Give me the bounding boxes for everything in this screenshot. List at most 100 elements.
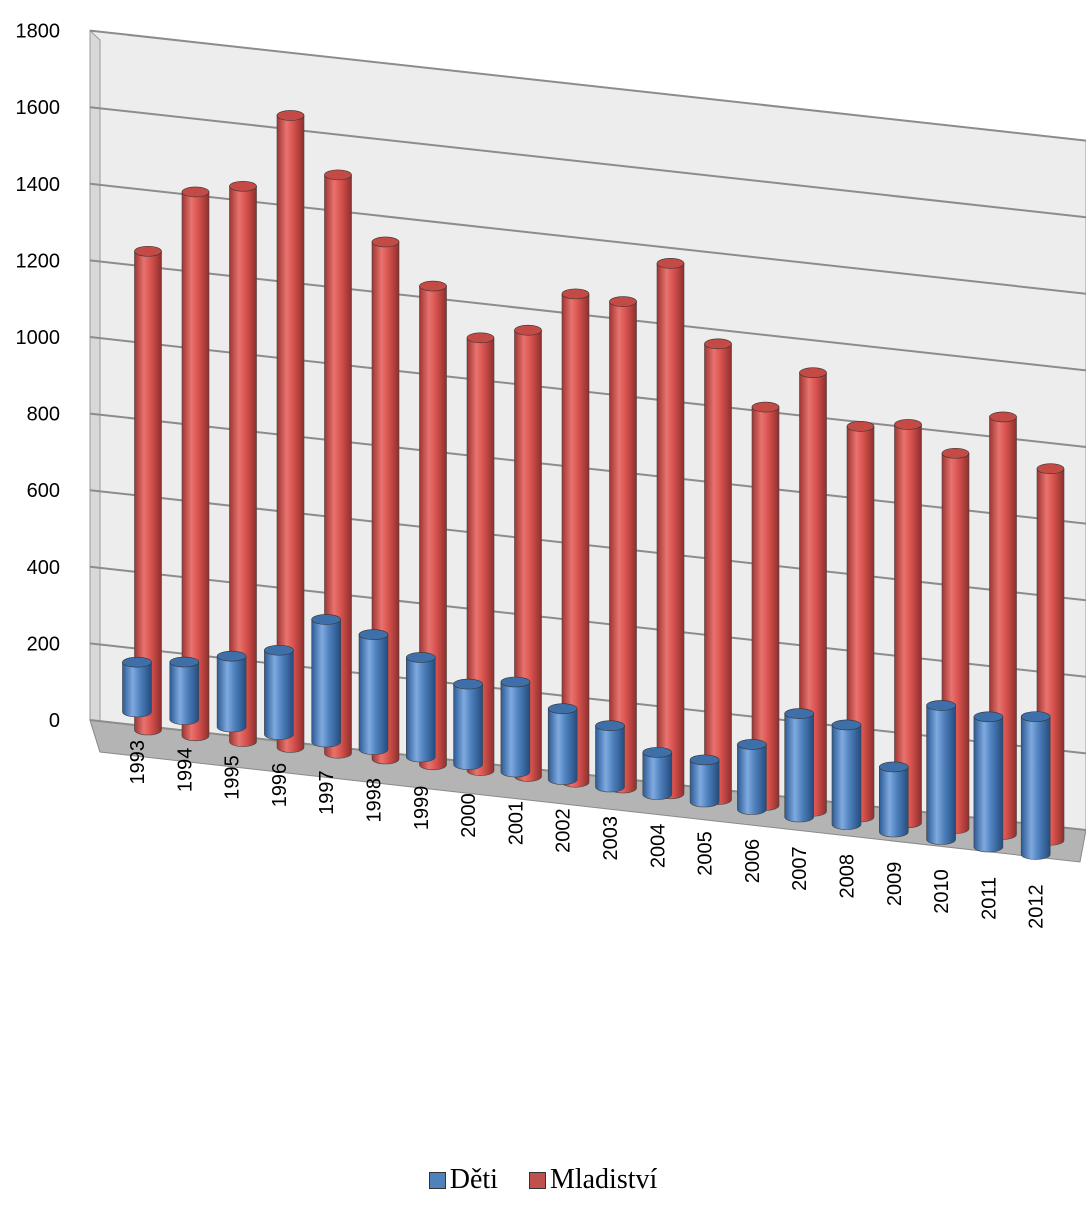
y-tick-label: 1200	[16, 250, 61, 272]
x-tick-label: 1995	[222, 755, 244, 800]
bar-deti-2005-body	[689, 759, 720, 808]
bar-deti-1996-top	[264, 644, 294, 656]
bar-deti-2012-top	[1020, 711, 1051, 722]
bar-deti-1999-top	[405, 652, 436, 663]
bar-mladistvi-1997	[324, 169, 352, 759]
x-tick-label: 2003	[600, 816, 622, 861]
x-tick-label: 1998	[364, 778, 386, 823]
x-tick-label: 1996	[269, 763, 291, 808]
gridline	[89, 29, 1086, 142]
legend-swatch-deti	[428, 1171, 446, 1189]
x-tick-label: 1993	[127, 740, 149, 785]
x-tick-label: 2008	[837, 854, 859, 899]
bar-deti-1999	[405, 652, 436, 763]
bar-mladistvi-1999-top	[419, 280, 447, 292]
bar-mladistvi-2000-body	[466, 337, 495, 776]
bar-deti-2011-body	[973, 716, 1004, 853]
y-tick-label: 1600	[16, 97, 61, 119]
bar-mladistvi-2006-top	[751, 401, 780, 413]
legend: Děti Mladiství	[0, 1164, 1086, 1197]
x-tick-label: 2010	[931, 869, 953, 914]
bar-deti-1994-top	[169, 656, 200, 668]
bar-deti-2011-top	[973, 711, 1004, 723]
bar-deti-1999-body	[406, 657, 436, 763]
bar-deti-2009-body	[879, 766, 909, 838]
bar-deti-1997-body	[311, 619, 341, 748]
y-tick-label: 800	[27, 404, 60, 426]
bar-deti-2002	[547, 703, 578, 785]
bar-deti-2011	[973, 711, 1004, 853]
bar-mladistvi-2003	[609, 296, 637, 794]
bar-mladistvi-2008-top	[846, 421, 875, 432]
bar-deti-2010	[926, 700, 956, 845]
bar-deti-2004-top	[642, 747, 673, 758]
y-tick-label: 200	[27, 633, 60, 655]
bar-deti-1995	[216, 650, 247, 733]
legend-label-deti: Děti	[449, 1164, 498, 1195]
x-tick-label: 2000	[458, 793, 480, 838]
bar-deti-1994-body	[169, 661, 200, 725]
bar-mladistvi-1999	[419, 280, 447, 771]
bar-mladistvi-2001	[514, 324, 542, 782]
bar-mladistvi-2000	[466, 332, 495, 776]
bar-mladistvi-2009-top	[894, 419, 922, 430]
bar-deti-2001-top	[500, 676, 531, 688]
bar-deti-2004	[642, 747, 673, 800]
bar-mladistvi-2006	[751, 401, 780, 811]
bar-mladistvi-1999-body	[419, 285, 447, 771]
bar-deti-2006-top	[737, 739, 767, 750]
bar-deti-1993	[122, 656, 152, 718]
bar-deti-2006	[737, 739, 767, 815]
bar-deti-2002-body	[547, 708, 578, 785]
x-tick-label: 2004	[647, 824, 669, 869]
bar-deti-2012-body	[1020, 716, 1051, 860]
bar-mladistvi-1996-body	[276, 115, 305, 753]
bar-mladistvi-1994-body	[181, 191, 210, 742]
y-tick-label: 400	[27, 557, 60, 579]
bar-mladistvi-1997-top	[324, 169, 352, 181]
bar-mladistvi-2000-top	[466, 332, 495, 344]
bar-deti-1993-body	[122, 661, 152, 718]
bar-mladistvi-2010-top	[941, 447, 970, 459]
x-tick-label: 2005	[695, 831, 717, 876]
bar-mladistvi-2005	[704, 338, 732, 805]
legend-item-mladistvi: Mladiství	[528, 1164, 657, 1196]
bar-deti-2000-top	[453, 678, 483, 690]
x-tick-label: 1999	[411, 786, 433, 831]
bar-deti-2005	[689, 754, 720, 808]
bar-deti-2001-body	[500, 681, 531, 778]
bar-mladistvi-1996	[276, 110, 305, 753]
bar-deti-2003	[595, 720, 625, 793]
bar-mladistvi-1994	[181, 186, 210, 742]
bar-mladistvi-1998-top	[371, 236, 400, 248]
bar-mladistvi-1995-body	[229, 185, 257, 747]
bar-mladistvi-2001-body	[514, 329, 542, 782]
bar-mladistvi-1995	[229, 180, 257, 747]
bar-deti-1997-top	[311, 614, 342, 625]
bar-mladistvi-2011-top	[989, 411, 1017, 423]
y-tick-label: 600	[27, 480, 60, 502]
bar-deti-2007-top	[784, 708, 815, 719]
y-axis-ticks: 0 200 400 600 800 1000 1200 1400 1600 1800	[16, 21, 61, 732]
bar-deti-2008-top	[831, 719, 862, 731]
bar-deti-2004-body	[642, 752, 673, 800]
bar-deti-2010-top	[926, 700, 956, 711]
x-tick-label: 2002	[553, 808, 575, 853]
x-axis-ticks: 1993 1994 1995 1996 1997 1998 1999 2000 2001 2002…	[127, 740, 1048, 929]
bar-deti-1998-top	[358, 629, 389, 640]
gridline	[89, 106, 1086, 219]
bar-deti-2007	[784, 708, 815, 823]
bar-deti-2006-body	[737, 744, 767, 815]
bar-deti-2007-body	[784, 713, 814, 823]
bar-deti-1993-top	[122, 656, 152, 668]
bar-deti-2000	[453, 678, 483, 770]
x-tick-label: 2012	[1026, 884, 1048, 929]
bar-mladistvi-2002-top	[561, 288, 590, 300]
legend-item-deti: Děti	[428, 1164, 498, 1196]
bar-deti-1995-body	[216, 655, 247, 733]
x-tick-label: 2009	[884, 862, 906, 907]
bar-deti-1994	[169, 656, 200, 725]
y-tick-label: 1800	[16, 21, 61, 43]
bar-mladistvi-2012-top	[1036, 463, 1065, 474]
